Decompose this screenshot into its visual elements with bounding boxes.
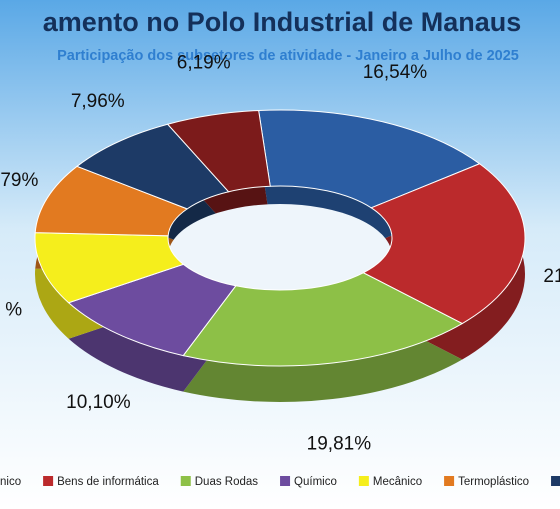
- legend-swatch: [551, 476, 560, 486]
- hole: [168, 204, 392, 308]
- legend-label: Duas Rodas: [195, 476, 259, 488]
- value-label: %: [5, 300, 22, 321]
- legend-swatch: [444, 476, 455, 486]
- slice: [362, 163, 526, 325]
- legend-label: Mecânico: [373, 476, 422, 488]
- value-label: 19,81%: [307, 433, 372, 454]
- legend-label: Bens de informática: [57, 476, 159, 488]
- value-label: 21: [543, 266, 560, 287]
- value-label: 7,96%: [71, 91, 125, 112]
- value-label: 79%: [0, 170, 38, 191]
- value-label: 10,10%: [66, 392, 131, 413]
- chart-subtitle: Participação dos subsetores de atividade…: [57, 48, 519, 64]
- legend-swatch: [358, 476, 369, 486]
- slice: [258, 109, 481, 209]
- slice: [182, 272, 464, 367]
- legend-swatch: [43, 476, 54, 486]
- legend-swatch: [280, 476, 291, 486]
- slice: [166, 109, 271, 193]
- value-label: 16,54%: [363, 62, 428, 83]
- chart-title: amento no Polo Industrial de Manaus: [43, 7, 522, 37]
- legend-label: nico: [0, 476, 21, 488]
- legend-label: Químico: [294, 476, 337, 488]
- legend-label: Termoplástico: [458, 476, 529, 488]
- value-label: 6,19%: [177, 52, 231, 73]
- legend-swatch: [180, 476, 191, 486]
